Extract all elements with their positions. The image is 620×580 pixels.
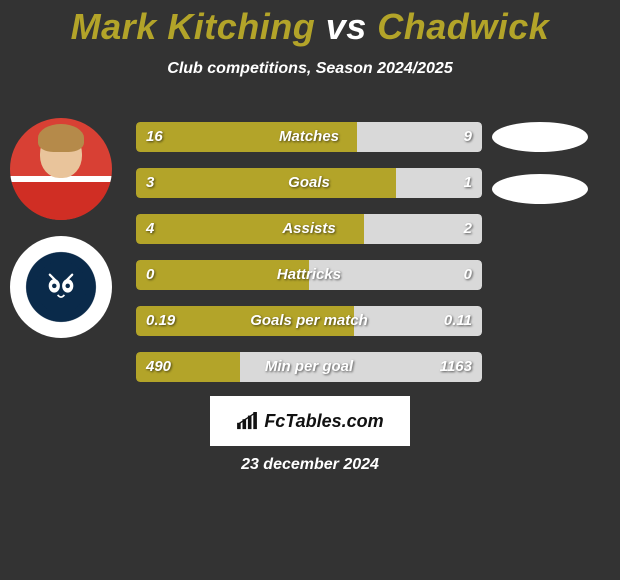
footer-date: 23 december 2024 xyxy=(0,456,620,474)
stat-label: Goals xyxy=(136,168,482,198)
stat-label: Min per goal xyxy=(136,352,482,382)
stat-row: 42Assists xyxy=(136,214,482,244)
stat-label: Assists xyxy=(136,214,482,244)
stat-label: Matches xyxy=(136,122,482,152)
stat-row: 00Hattricks xyxy=(136,260,482,290)
crest-owl-icon xyxy=(10,236,112,338)
comparison-title: Mark Kitching vs Chadwick xyxy=(0,0,620,48)
title-player2: Chadwick xyxy=(377,6,549,47)
stat-label: Goals per match xyxy=(136,306,482,336)
oval-placeholder-1 xyxy=(492,122,588,152)
stat-row: 0.190.11Goals per match xyxy=(136,306,482,336)
avatars-column xyxy=(10,118,120,354)
player1-jersey xyxy=(10,176,112,220)
stat-label: Hattricks xyxy=(136,260,482,290)
subtitle: Club competitions, Season 2024/2025 xyxy=(0,60,620,78)
stat-row: 169Matches xyxy=(136,122,482,152)
brand-box[interactable]: FcTables.com xyxy=(210,396,410,446)
stat-row: 4901163Min per goal xyxy=(136,352,482,382)
brand-chart-icon xyxy=(236,412,258,430)
oval-placeholder-2 xyxy=(492,174,588,204)
brand-text: FcTables.com xyxy=(264,411,383,432)
player2-crest xyxy=(10,236,112,338)
stats-container: 169Matches 31Goals 42Assists 00Hattricks 0.1… xyxy=(136,122,482,398)
player1-avatar xyxy=(10,118,112,220)
stat-row: 31Goals xyxy=(136,168,482,198)
title-vs: vs xyxy=(326,6,367,47)
right-oval-column xyxy=(492,122,602,226)
title-player1: Mark Kitching xyxy=(71,6,316,47)
